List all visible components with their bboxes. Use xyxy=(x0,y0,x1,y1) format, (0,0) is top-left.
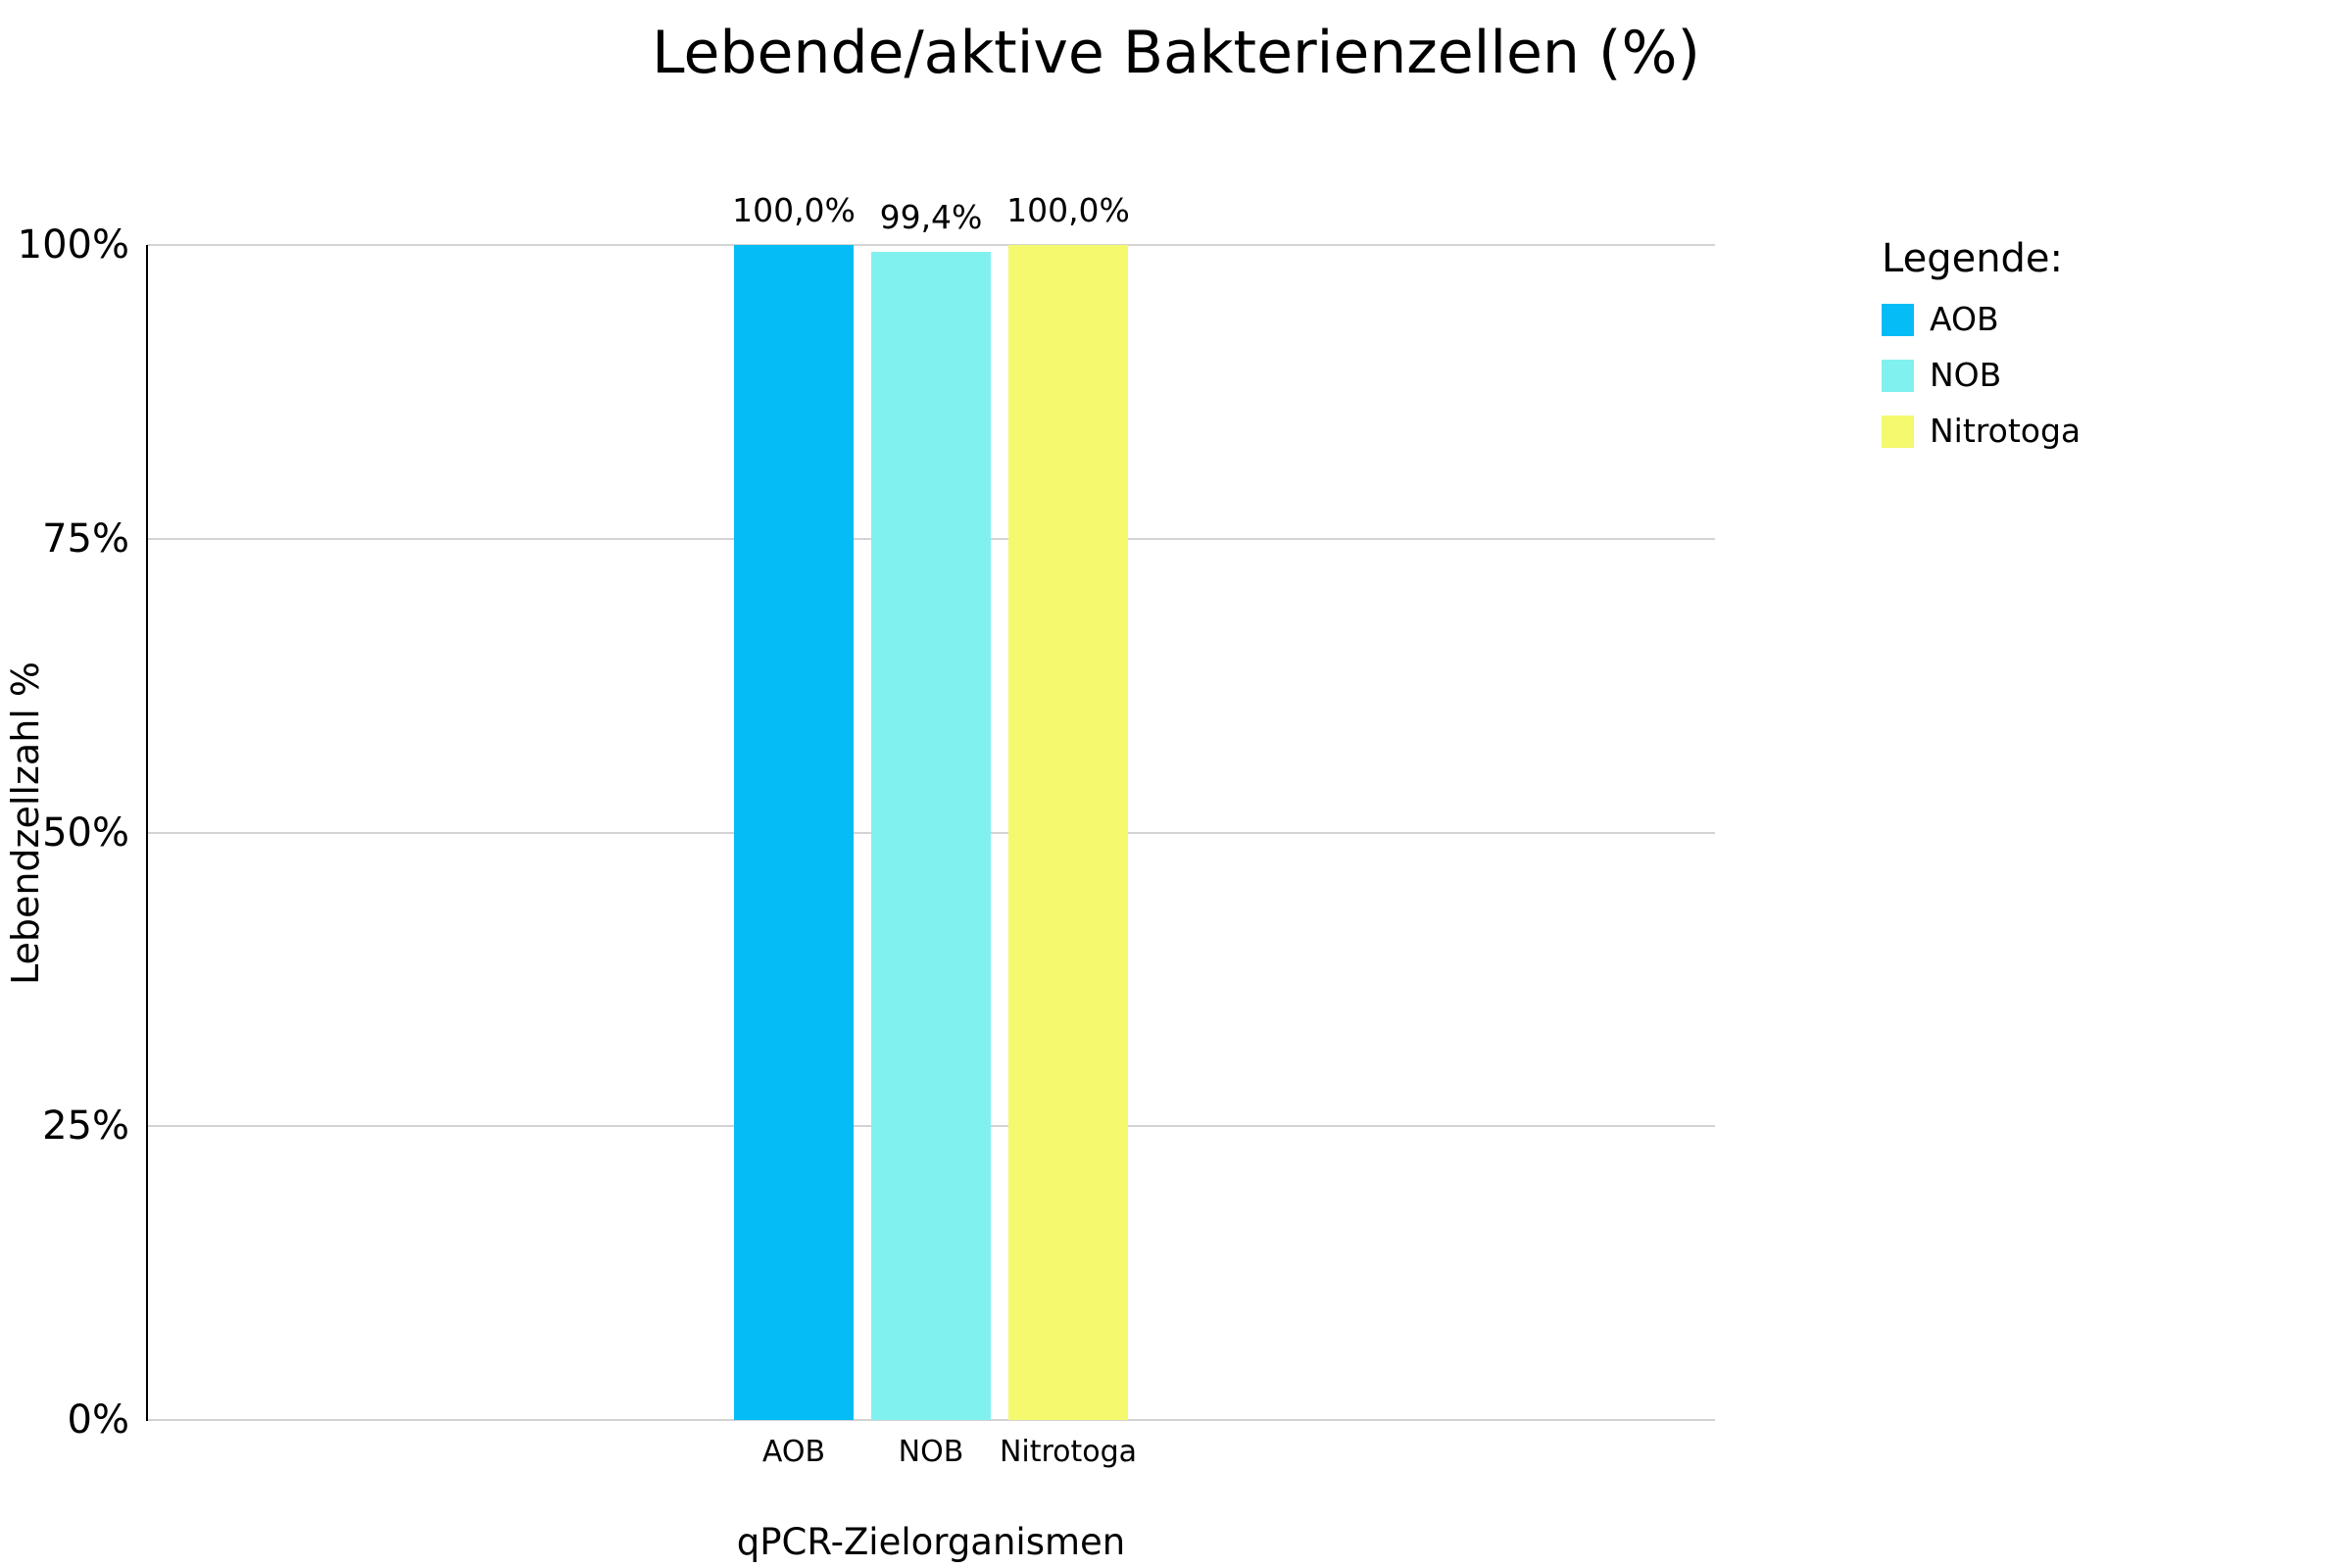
bar-value-label-nob: 99,4% xyxy=(879,198,983,237)
x-tick-label-nob: NOB xyxy=(898,1435,964,1469)
legend-swatch-aob xyxy=(1882,303,1914,336)
legend-entry-nob: NOB xyxy=(1882,356,2293,395)
gridline-0 xyxy=(147,1419,1715,1421)
legend-label-nitrotoga: Nitrotoga xyxy=(1930,412,2082,450)
legend-label-nob: NOB xyxy=(1930,356,2002,394)
y-axis-line xyxy=(146,245,148,1421)
legend-entries: AOB NOB Nitrotoga xyxy=(1882,300,2293,451)
y-tick-label-0: 0% xyxy=(67,1397,129,1443)
x-tick-label-nitrotoga: Nitrotoga xyxy=(999,1435,1138,1469)
legend-entry-nitrotoga: Nitrotoga xyxy=(1882,412,2293,451)
legend-swatch-nob xyxy=(1882,359,1914,392)
x-tick-label-aob: AOB xyxy=(761,1435,826,1469)
legend-swatch-nitrotoga xyxy=(1882,415,1914,448)
legend-title: Legende: xyxy=(1882,236,2064,281)
legend: Legende: AOB NOB Nitrotoga xyxy=(1882,233,2293,467)
bar-value-label-aob: 100,0% xyxy=(732,191,856,229)
x-axis-title: qPCR-Zielorganismen xyxy=(736,1521,1126,1563)
bar-nitrotoga xyxy=(1008,245,1128,1420)
y-tick-label-25: 25% xyxy=(42,1103,129,1150)
y-tick-label-50: 50% xyxy=(42,809,129,856)
bar-aob xyxy=(734,245,854,1420)
legend-label-aob: AOB xyxy=(1930,300,1999,338)
legend-entry-aob: AOB xyxy=(1882,300,2293,339)
gridline-100 xyxy=(147,244,1715,246)
y-tick-label-100: 100% xyxy=(17,222,129,268)
bar-value-label-nitrotoga: 100,0% xyxy=(1006,191,1130,229)
chart-title: Lebende/aktive Bakterienzellen (%) xyxy=(652,19,1700,87)
y-tick-label-75: 75% xyxy=(42,515,129,562)
plot-area xyxy=(147,244,1715,1421)
bar-nob xyxy=(871,252,991,1420)
